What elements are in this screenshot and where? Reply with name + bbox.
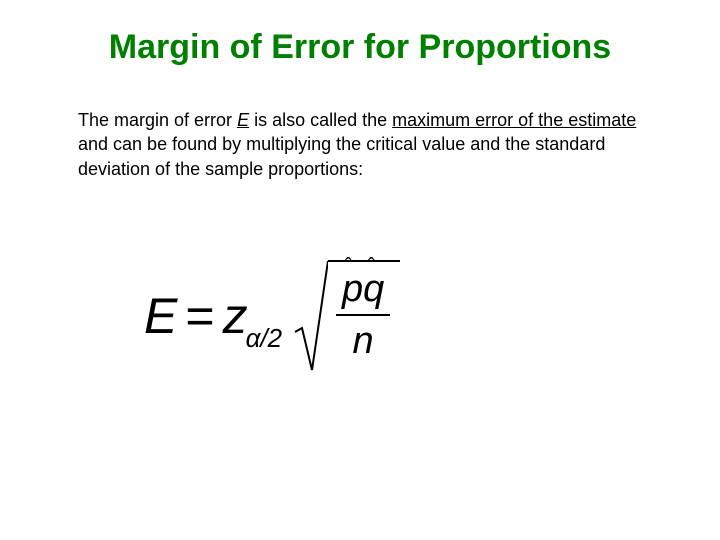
radicand: ˆ ˆ pq n [328, 260, 400, 368]
p-hat-icon: ˆ [345, 256, 352, 276]
formula-E: E [144, 287, 177, 345]
body-paragraph: The margin of error E is also called the… [78, 108, 656, 181]
formula-sqrt: ˆ ˆ pq n [294, 260, 400, 372]
fraction-bar [336, 314, 390, 316]
formula-equals: = [177, 287, 222, 345]
slide-title: Margin of Error for Proportions [0, 28, 720, 67]
radical-path [295, 261, 328, 370]
body-text-1: The margin of error [78, 110, 237, 130]
slide: Margin of Error for Proportions The marg… [0, 0, 720, 540]
fraction-numerator: ˆ ˆ pq [342, 270, 384, 308]
radical-sign [294, 260, 328, 372]
formula: E = z α/2 ˆ ˆ pq n [144, 260, 400, 372]
body-text-2: is also called the [249, 110, 392, 130]
q-hat-icon: ˆ [368, 256, 375, 276]
body-max-error-term: maximum error of the estimate [392, 110, 636, 130]
body-text-3: and can be found by multiplying the crit… [78, 134, 605, 178]
formula-left: E = z α/2 [144, 287, 290, 345]
formula-z: z [223, 287, 248, 345]
body-E-symbol: E [237, 110, 249, 130]
formula-alpha-half: α/2 [246, 323, 283, 354]
radical-svg [294, 260, 328, 372]
fraction-denominator: n [353, 322, 374, 360]
